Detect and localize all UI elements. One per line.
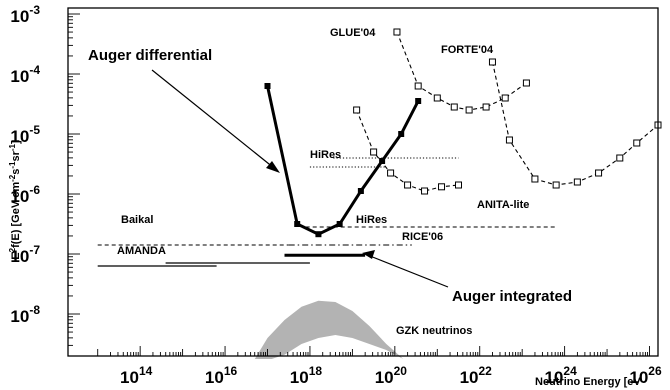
x-tick-label-14: 1014 — [120, 364, 153, 387]
series-layer — [97, 28, 662, 267]
point-anita-lite — [455, 181, 463, 189]
x-tick-label-22: 1022 — [460, 364, 493, 387]
y-tick-label--7: 10-7 — [10, 243, 40, 266]
point-forte-04 — [505, 136, 513, 144]
y-tick-label--6: 10-6 — [10, 183, 40, 206]
label-amanda: AMANDA — [117, 245, 166, 257]
point-auger-differential — [315, 231, 322, 238]
label-hires-upper: HiRes — [310, 149, 341, 161]
point-glue-04 — [433, 94, 441, 102]
arrowhead-auger-differential — [266, 161, 280, 173]
point-anita-lite — [438, 183, 446, 191]
point-anita-lite — [421, 187, 429, 195]
label-auger-differential: Auger differential — [88, 47, 212, 64]
x-axis-title: Neutrino Energy [eV — [535, 376, 641, 388]
label-hires-lower: HiRes — [356, 214, 387, 226]
point-auger-differential — [294, 221, 301, 227]
point-anita-lite — [353, 106, 361, 114]
point-forte-04 — [595, 169, 603, 177]
label-anita-lite: ANITA-lite — [477, 199, 529, 211]
point-auger-differential — [415, 98, 422, 104]
point-glue-04 — [522, 79, 530, 87]
label-glue04: GLUE'04 — [330, 27, 376, 39]
y-tick-label--3: 10-3 — [10, 3, 40, 26]
point-auger-differential — [398, 131, 405, 137]
series-forte-04-line-2 — [491, 61, 659, 186]
point-anita-lite — [370, 148, 378, 156]
point-forte-04 — [488, 58, 496, 66]
arrow-auger-differential — [151, 69, 275, 169]
point-auger-differential — [264, 83, 271, 89]
point-glue-04 — [501, 94, 509, 102]
y-axis-title: E2f(E) [GeV cm-2s-1sr-1] — [8, 140, 23, 260]
point-anita-lite — [387, 169, 395, 177]
x-tick-label-16: 1016 — [205, 364, 238, 387]
point-glue-04 — [465, 106, 473, 114]
plot-frame — [67, 7, 659, 357]
label-gzk-neutrinos: GZK neutrinos — [396, 325, 472, 337]
point-auger-differential — [336, 221, 343, 227]
point-anita-lite — [404, 181, 412, 189]
point-forte-04 — [573, 178, 581, 186]
point-glue-04 — [393, 28, 401, 36]
point-forte-04 — [616, 154, 624, 162]
point-glue-04 — [414, 82, 422, 90]
label-forte04: FORTE'04 — [441, 44, 494, 56]
point-auger-differential — [357, 188, 364, 194]
x-tick-label-18: 1018 — [290, 364, 323, 387]
gzk-neutrinos-band — [254, 300, 404, 359]
x-tick-label-20: 1020 — [375, 364, 408, 387]
point-forte-04 — [531, 175, 539, 183]
gzk-band-layer — [254, 300, 404, 359]
arrow-auger-integrated — [369, 255, 449, 288]
plot-border — [67, 7, 659, 357]
y-tick-label--4: 10-4 — [10, 63, 40, 86]
point-glue-04 — [482, 103, 490, 111]
x-tick-label-24: 1024 — [544, 364, 577, 387]
x-tick-label-26: 1026 — [629, 364, 662, 387]
y-tick-label--5: 10-5 — [10, 123, 40, 146]
label-baikal: Baikal — [121, 214, 153, 226]
point-forte-04 — [552, 181, 560, 189]
label-rice06: RICE'06 — [402, 231, 443, 243]
axis-ticks: 1014 1016 1018 1020 1022 1024 1026 10-3 10-4 10-5… — [10, 3, 662, 387]
point-auger-differential — [379, 158, 386, 164]
point-glue-04 — [450, 103, 458, 111]
point-forte-04 — [633, 139, 641, 147]
arrowhead-auger-integrated — [362, 250, 375, 259]
label-auger-integrated: Auger integrated — [452, 288, 572, 305]
series-auger-differential-line-0 — [266, 85, 420, 236]
y-tick-label--8: 10-8 — [10, 303, 40, 326]
